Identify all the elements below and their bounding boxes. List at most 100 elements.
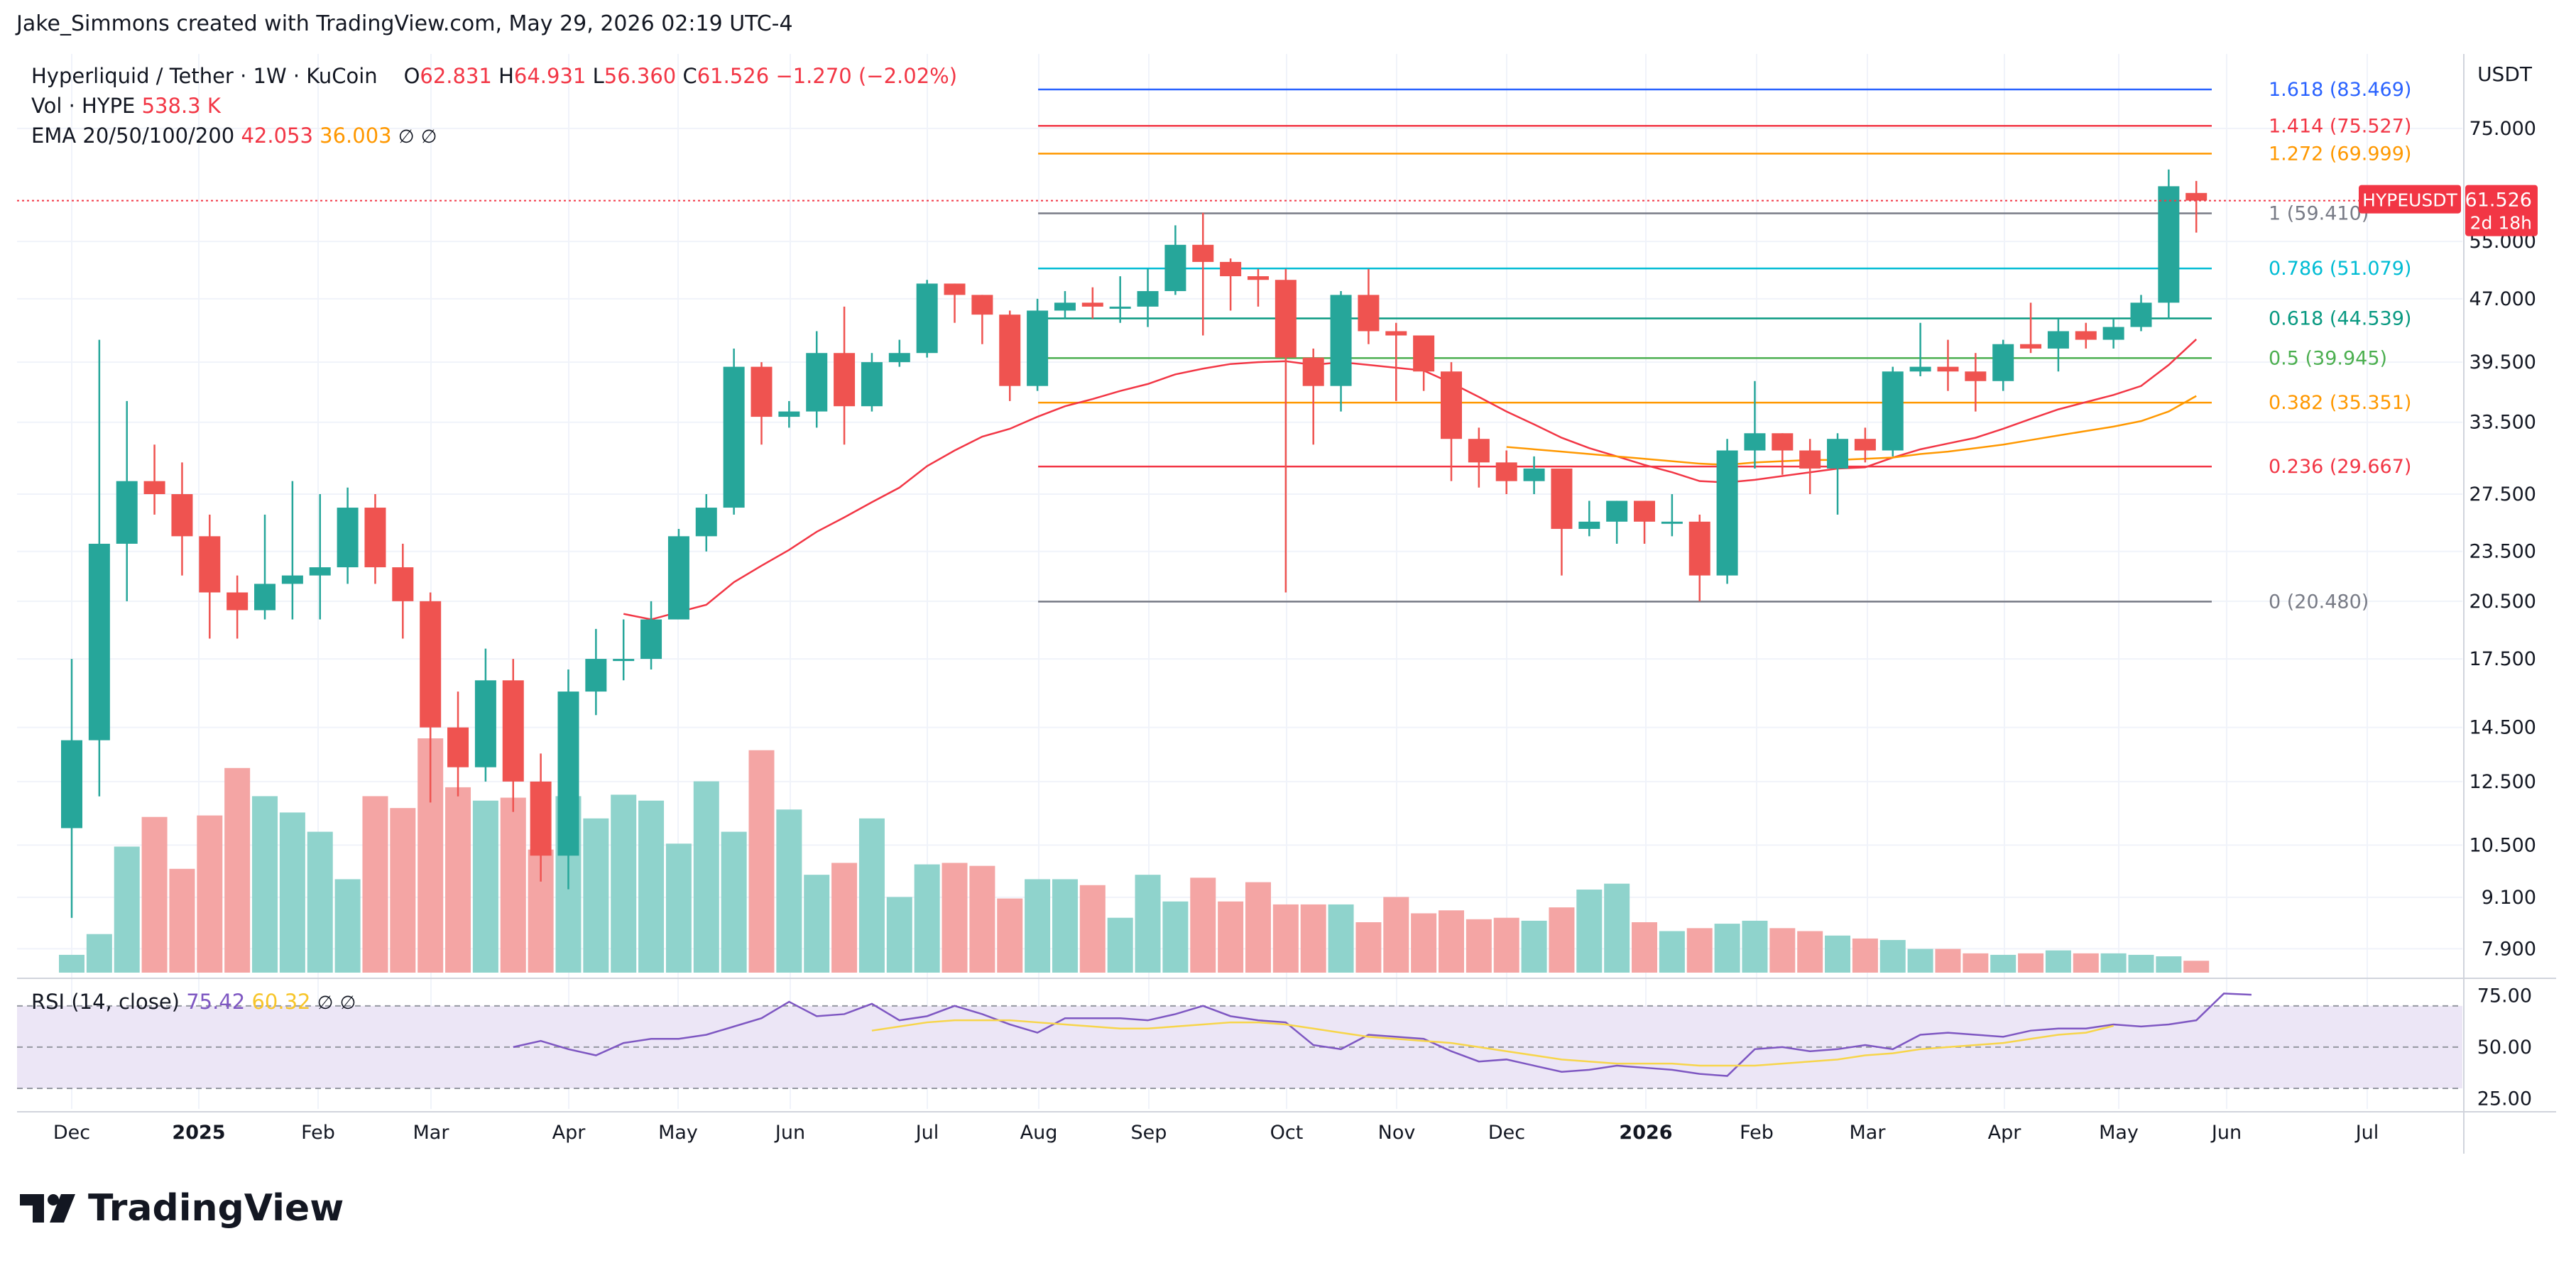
volume-bar bbox=[1963, 953, 1989, 973]
rsi-tick-label: 50.00 bbox=[2477, 1037, 2532, 1059]
volume-bar bbox=[2183, 961, 2210, 973]
candle-body bbox=[667, 536, 689, 620]
price-tick-label: 17.500 bbox=[2469, 648, 2536, 670]
candle-body bbox=[2020, 344, 2042, 349]
volume-bar bbox=[858, 818, 885, 973]
candle-body bbox=[723, 366, 745, 508]
candle-body bbox=[392, 567, 414, 601]
volume-bar bbox=[500, 797, 526, 973]
candle-body bbox=[1854, 439, 1876, 451]
volume-bar bbox=[279, 812, 305, 973]
candle-body bbox=[1606, 501, 1628, 522]
price-tick-label: 27.500 bbox=[2469, 483, 2536, 505]
candle-body bbox=[2185, 192, 2207, 201]
time-tick-label: 2026 bbox=[1619, 1122, 1672, 1144]
time-tick-label: Feb bbox=[1740, 1122, 1774, 1144]
rsi-tick-label: 75.00 bbox=[2477, 985, 2532, 1007]
candle-body bbox=[1634, 501, 1656, 522]
candle-body bbox=[420, 601, 442, 728]
volume-bar bbox=[1769, 928, 1796, 973]
volume-bar bbox=[693, 781, 719, 973]
attribution-text: Jake_Simmons created with TradingView.co… bbox=[16, 11, 793, 36]
candle-body bbox=[916, 283, 938, 354]
candle-body bbox=[1468, 439, 1490, 463]
volume-bar bbox=[1107, 917, 1133, 973]
volume-bar bbox=[1466, 919, 1492, 973]
candle-body bbox=[1578, 521, 1600, 529]
time-tick-label: Jul bbox=[2354, 1122, 2379, 1144]
candle-body bbox=[1441, 371, 1462, 439]
volume-bar bbox=[1272, 904, 1299, 973]
volume-bar bbox=[445, 787, 471, 973]
ema-row[interactable]: EMA 20/50/100/200 42.053 36.003 ∅ ∅ bbox=[31, 121, 957, 152]
tradingview-logo-icon bbox=[20, 1194, 75, 1223]
rsi-tick-label: 25.00 bbox=[2477, 1088, 2532, 1110]
volume-bar bbox=[2073, 953, 2099, 973]
candle-body bbox=[971, 295, 993, 315]
volume-bar bbox=[942, 863, 968, 973]
high-value: 64.931 bbox=[513, 64, 586, 88]
candle-body bbox=[1799, 450, 1821, 469]
volume-bar bbox=[1135, 875, 1161, 973]
candle-body bbox=[640, 619, 662, 660]
candle-body bbox=[309, 567, 331, 576]
time-tick-label: Apr bbox=[552, 1122, 586, 1144]
volume-bar bbox=[169, 868, 195, 973]
volume-bar bbox=[1825, 935, 1851, 973]
candle-body bbox=[1937, 366, 1959, 372]
close-label: C bbox=[682, 64, 697, 88]
candle-body bbox=[1027, 310, 1049, 386]
time-tick-label: May bbox=[2099, 1122, 2139, 1144]
rsi-pane bbox=[17, 993, 2462, 1089]
candle-body bbox=[61, 740, 82, 829]
candle-body bbox=[2047, 331, 2069, 349]
candle-body bbox=[806, 353, 828, 412]
volume-bar bbox=[886, 897, 912, 973]
volume-bar bbox=[307, 831, 333, 973]
volume-bar bbox=[638, 800, 665, 973]
ema-label: EMA 20/50/100/200 bbox=[31, 124, 235, 148]
open-label: O bbox=[403, 64, 420, 88]
candle-body bbox=[447, 727, 469, 767]
volume-bar bbox=[1632, 922, 1658, 973]
candle-body bbox=[944, 283, 966, 295]
candle-body bbox=[199, 536, 221, 593]
candle-body bbox=[2158, 186, 2180, 303]
low-value: 56.360 bbox=[604, 64, 677, 88]
candle-body bbox=[530, 781, 552, 856]
candle-body bbox=[171, 494, 193, 537]
fib-level-label: 0.236 (29.667) bbox=[2269, 456, 2411, 478]
fib-level-label: 1.272 (69.999) bbox=[2269, 143, 2411, 165]
time-tick-label: Jun bbox=[2210, 1122, 2242, 1144]
volume-bar bbox=[197, 815, 223, 973]
volume-bar bbox=[334, 879, 361, 973]
volume-row[interactable]: Vol · HYPE 538.3 K bbox=[31, 91, 957, 121]
volume-bar bbox=[86, 934, 112, 973]
fib-level-label: 0.5 (39.945) bbox=[2269, 347, 2387, 369]
time-tick-label: Mar bbox=[1850, 1122, 1887, 1144]
ema200-empty-icon: ∅ bbox=[420, 126, 437, 148]
volume-bar bbox=[1052, 879, 1078, 973]
volume-bar bbox=[59, 954, 84, 973]
volume-bar bbox=[1411, 913, 1437, 973]
last-price-value: 61.526 bbox=[2465, 190, 2532, 212]
last-price-tag-bg bbox=[2465, 185, 2538, 236]
volume-bar bbox=[721, 831, 747, 973]
symbol-title[interactable]: Hyperliquid / Tether · 1W · KuCoin bbox=[31, 64, 378, 88]
rsi-legend[interactable]: RSI (14, close) 75.42 60.32 ∅ ∅ bbox=[31, 990, 356, 1014]
ema50-value: 36.003 bbox=[320, 124, 392, 148]
candle-body bbox=[1054, 302, 1076, 311]
candle-body bbox=[88, 543, 110, 740]
volume-bar bbox=[1659, 931, 1685, 973]
volume-bar bbox=[1493, 917, 1519, 973]
time-tick-label: Sep bbox=[1131, 1122, 1167, 1144]
ema20-value: 42.053 bbox=[241, 124, 313, 148]
rsi-label: RSI (14, close) bbox=[31, 990, 180, 1014]
fib-level-label: 1.618 (83.469) bbox=[2269, 79, 2411, 101]
candle-body bbox=[1081, 302, 1103, 307]
candle-body bbox=[281, 575, 303, 584]
volume-bar bbox=[1576, 890, 1603, 973]
rsi-value: 75.42 bbox=[186, 990, 246, 1014]
brand-logo[interactable]: TradingView bbox=[20, 1187, 344, 1230]
